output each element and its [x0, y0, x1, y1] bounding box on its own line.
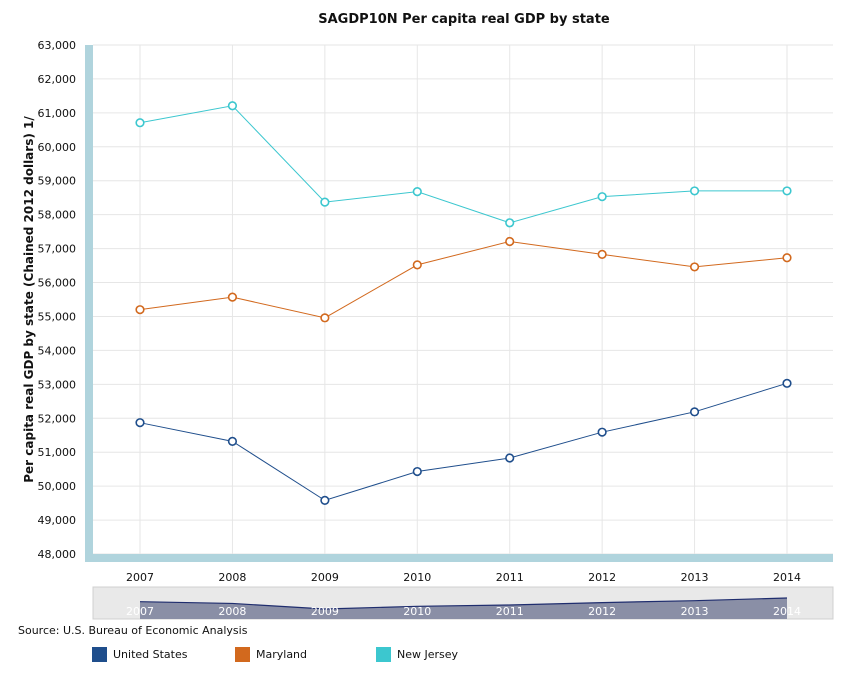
legend-swatch	[235, 646, 250, 662]
data-point[interactable]	[227, 292, 238, 302]
navigator-tick-label: 2012	[588, 605, 616, 618]
legend-label: New Jersey	[397, 647, 459, 661]
data-point[interactable]	[782, 253, 792, 263]
x-tick-label: 2010	[403, 571, 431, 584]
y-tick-label: 54,000	[38, 344, 77, 357]
data-point[interactable]	[689, 186, 700, 196]
navigator-tick-label: 2011	[496, 605, 524, 618]
navigator-area	[140, 598, 787, 619]
legend-item[interactable]: United States	[92, 646, 188, 662]
x-tick-label: 2014	[773, 571, 801, 584]
data-point[interactable]	[412, 260, 422, 270]
data-point[interactable]	[505, 453, 515, 463]
data-point[interactable]	[227, 101, 238, 111]
y-tick-label: 52,000	[38, 412, 77, 425]
data-point[interactable]	[505, 236, 515, 247]
series-line-2	[139, 105, 787, 224]
data-point[interactable]	[412, 466, 422, 477]
data-point[interactable]	[320, 495, 330, 505]
navigator-tick-label: 2014	[773, 605, 801, 618]
data-point[interactable]	[135, 418, 145, 428]
x-axis-line	[85, 554, 833, 562]
x-tick-label: 2009	[311, 571, 339, 584]
y-tick-label: 61,000	[38, 107, 77, 120]
x-tick-label: 2012	[588, 571, 616, 584]
data-point[interactable]	[135, 305, 145, 315]
series-line-0	[139, 382, 788, 501]
y-tick-label: 62,000	[38, 73, 77, 86]
navigator-tick-label: 2007	[126, 605, 154, 618]
data-point[interactable]	[689, 407, 700, 417]
x-tick-label: 2011	[496, 571, 524, 584]
source-note: Source: U.S. Bureau of Economic Analysis	[18, 624, 248, 637]
data-point[interactable]	[505, 218, 515, 228]
legend-label: United States	[113, 647, 188, 661]
navigator-tick-label: 2010	[403, 605, 431, 618]
data-point[interactable]	[782, 186, 792, 196]
navigator-tick-label: 2013	[681, 605, 709, 618]
data-point[interactable]	[320, 313, 330, 323]
legend-item[interactable]: Maryland	[235, 646, 307, 662]
y-tick-label: 53,000	[38, 378, 77, 391]
chart-title: SAGDP10N Per capita real GDP by state	[318, 12, 610, 27]
y-tick-label: 49,000	[38, 514, 77, 527]
data-point[interactable]	[135, 118, 145, 128]
data-point[interactable]	[597, 249, 607, 259]
data-point[interactable]	[597, 427, 607, 437]
y-tick-label: 63,000	[38, 39, 77, 52]
legend-label: Maryland	[256, 647, 308, 661]
navigator-tick-label: 2009	[311, 605, 339, 618]
legend: United States Maryland New Jersey	[92, 646, 792, 664]
x-tick-label: 2013	[681, 571, 709, 584]
y-tick-label: 50,000	[38, 480, 77, 493]
navigator-tick-label: 2008	[218, 605, 246, 618]
y-axis-line	[85, 45, 93, 562]
y-tick-label: 56,000	[38, 277, 77, 290]
y-tick-label: 48,000	[38, 548, 77, 561]
y-tick-label: 57,000	[38, 243, 77, 256]
data-point[interactable]	[689, 262, 700, 272]
y-tick-label: 60,000	[38, 141, 77, 154]
y-tick-label: 55,000	[38, 310, 77, 323]
y-tick-label: 58,000	[38, 209, 77, 222]
legend-swatch	[92, 646, 107, 662]
y-tick-label: 51,000	[38, 446, 77, 459]
series-line-1	[139, 240, 788, 319]
legend-swatch	[376, 646, 391, 662]
data-point[interactable]	[412, 186, 422, 197]
data-point[interactable]	[320, 197, 330, 207]
legend-item[interactable]: New Jersey	[376, 646, 458, 662]
x-tick-label: 2007	[126, 571, 154, 584]
x-tick-label: 2008	[218, 571, 246, 584]
y-tick-label: 59,000	[38, 175, 77, 188]
navigator-line	[139, 597, 788, 610]
data-point[interactable]	[782, 378, 792, 388]
data-point[interactable]	[227, 436, 238, 446]
y-axis-label: Per capita real GDP by state (Chained 20…	[22, 116, 36, 483]
data-point[interactable]	[597, 192, 607, 202]
